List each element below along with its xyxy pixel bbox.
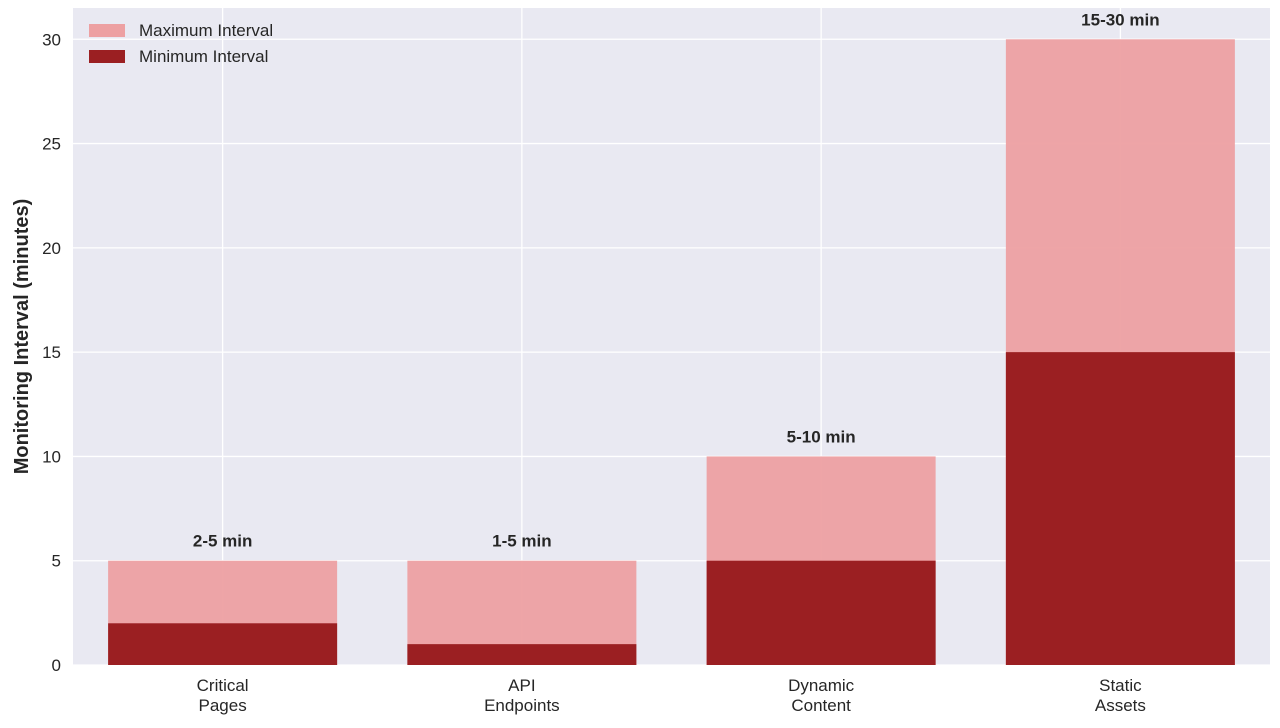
legend-label: Maximum Interval (139, 21, 273, 40)
bar-min-interval (1005, 352, 1235, 665)
legend-label: Minimum Interval (139, 47, 268, 66)
y-axis: 0 5 10 15 20 25 30 (42, 30, 61, 675)
y-tick-label: 5 (52, 552, 61, 571)
y-tick-label: 0 (52, 656, 61, 675)
y-tick-label: 10 (42, 447, 61, 466)
x-tick-label: Dynamic Content (788, 676, 855, 715)
data-label: 2-5 min (193, 532, 253, 551)
x-tick-label: Critical Pages (197, 676, 249, 715)
bar-min-interval (706, 560, 936, 665)
bar-min-interval (108, 623, 338, 665)
legend: Maximum Interval Minimum Interval (89, 21, 273, 66)
bars (108, 39, 1235, 666)
x-tick-label: Static Assets (1095, 676, 1146, 715)
x-tick-label: API Endpoints (484, 676, 560, 715)
legend-swatch (89, 24, 125, 37)
y-tick-label: 30 (42, 30, 61, 49)
y-tick-label: 25 (42, 135, 61, 154)
data-label: 15-30 min (1081, 10, 1159, 29)
x-axis: Critical Pages API Endpoints Dynamic Content S… (197, 676, 1146, 715)
data-label: 5-10 min (787, 427, 856, 446)
bar-min-interval (407, 644, 637, 665)
y-tick-label: 15 (42, 343, 61, 362)
legend-swatch (89, 50, 125, 63)
y-tick-label: 20 (42, 239, 61, 258)
y-axis-label: Monitoring Interval (minutes) (11, 199, 33, 475)
data-labels: 2-5 min 1-5 min 5-10 min 15-30 min (193, 10, 1160, 550)
data-label: 1-5 min (492, 532, 552, 551)
